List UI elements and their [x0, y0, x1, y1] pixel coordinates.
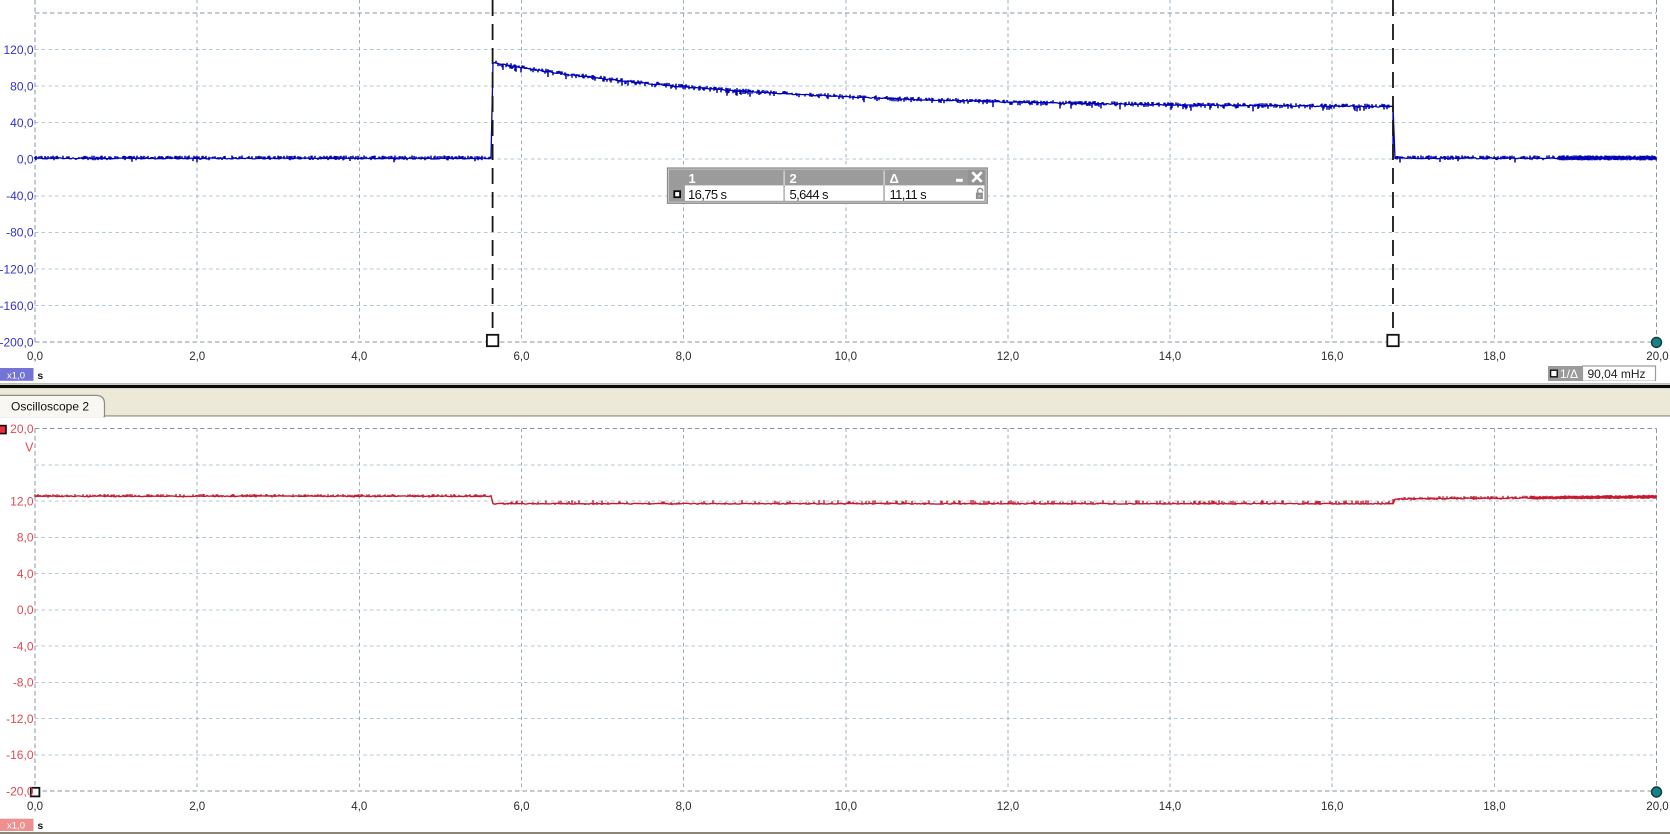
svg-text:120,0: 120,0 [3, 43, 33, 57]
svg-text:8,0: 8,0 [676, 351, 692, 363]
svg-text:V: V [25, 440, 34, 454]
svg-text:14,0: 14,0 [1159, 351, 1181, 363]
svg-text:5,644 s: 5,644 s [790, 187, 830, 202]
svg-text:16,75 s: 16,75 s [688, 187, 728, 202]
svg-text:11,11 s: 11,11 s [890, 187, 928, 202]
svg-text:0,0: 0,0 [27, 351, 43, 363]
svg-text:-16,0: -16,0 [6, 748, 34, 762]
svg-text:8,0: 8,0 [676, 801, 692, 813]
svg-text:-12,0: -12,0 [6, 712, 34, 726]
svg-text:-20,0: -20,0 [6, 784, 34, 798]
svg-text:20,0: 20,0 [1646, 351, 1668, 363]
svg-text:0,0: 0,0 [17, 603, 34, 617]
svg-text:18,0: 18,0 [1483, 801, 1505, 813]
svg-text:20,0: 20,0 [1646, 801, 1668, 813]
svg-text:-8,0: -8,0 [13, 676, 34, 690]
svg-text:4,0: 4,0 [17, 567, 34, 581]
svg-text:-160,0: -160,0 [0, 299, 34, 313]
svg-text:-200,0: -200,0 [0, 335, 34, 349]
svg-text:1/Δ: 1/Δ [1560, 367, 1578, 381]
svg-text:s: s [37, 820, 43, 832]
svg-text:8,0: 8,0 [17, 531, 34, 545]
svg-text:4,0: 4,0 [351, 801, 367, 813]
svg-text:-80,0: -80,0 [6, 226, 34, 240]
svg-text:18,0: 18,0 [1483, 351, 1505, 363]
svg-text:40,0: 40,0 [10, 116, 34, 130]
svg-text:x1,0: x1,0 [7, 371, 25, 382]
svg-text:-120,0: -120,0 [0, 262, 34, 276]
svg-text:14,0: 14,0 [1159, 801, 1181, 813]
svg-text:1: 1 [689, 171, 696, 186]
svg-text:x1,0: x1,0 [7, 821, 25, 832]
svg-text:0,0: 0,0 [17, 153, 34, 167]
svg-text:-4,0: -4,0 [13, 639, 34, 653]
svg-text:16,0: 16,0 [1321, 351, 1343, 363]
svg-text:Δ: Δ [890, 171, 899, 186]
svg-text:4,0: 4,0 [351, 351, 367, 363]
svg-text:12,0: 12,0 [10, 494, 34, 508]
svg-text:12,0: 12,0 [997, 801, 1019, 813]
svg-text:12,0: 12,0 [997, 351, 1019, 363]
svg-text:10,0: 10,0 [835, 801, 857, 813]
svg-text:10,0: 10,0 [835, 351, 857, 363]
svg-text:0,0: 0,0 [27, 801, 43, 813]
svg-text:Oscilloscope 2: Oscilloscope 2 [11, 399, 89, 413]
svg-text:2,0: 2,0 [189, 351, 205, 363]
svg-text:90,04 mHz: 90,04 mHz [1588, 367, 1646, 381]
svg-text:80,0: 80,0 [10, 80, 34, 94]
svg-text:6,0: 6,0 [514, 351, 530, 363]
svg-text:16,0: 16,0 [1321, 801, 1343, 813]
svg-text:s: s [37, 370, 43, 382]
svg-text:6,0: 6,0 [514, 801, 530, 813]
svg-text:-40,0: -40,0 [6, 189, 34, 203]
svg-text:2: 2 [790, 171, 797, 186]
svg-text:20,0: 20,0 [10, 422, 34, 436]
svg-text:2,0: 2,0 [189, 801, 205, 813]
